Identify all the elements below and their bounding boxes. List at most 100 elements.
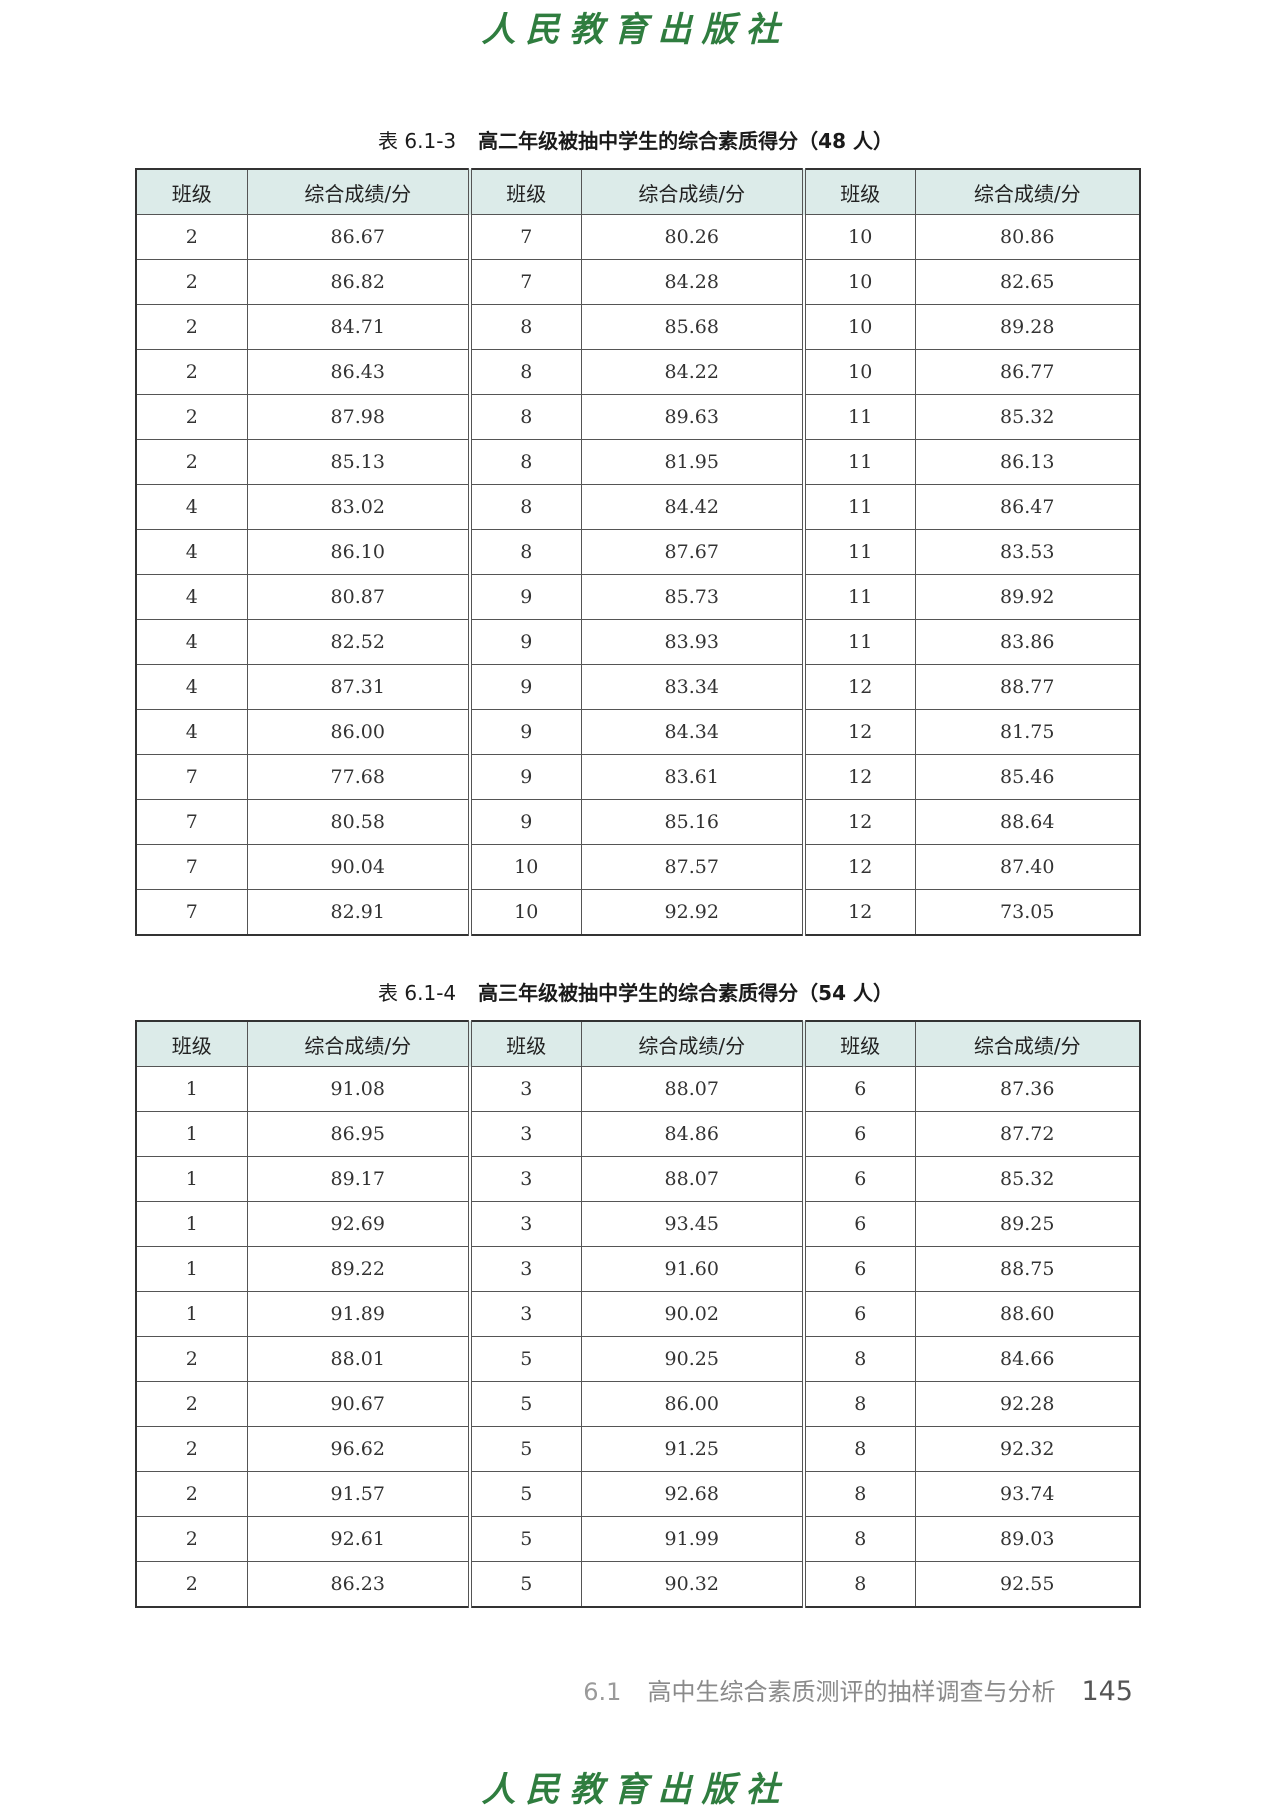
score-cell: 86.00 (581, 1381, 806, 1427)
score-cell: 85.32 (915, 1156, 1141, 1202)
table-row: 1 92.69 3 93.45 6 89.25 (136, 1201, 1141, 1247)
class-cell: 9 (470, 709, 582, 755)
score-cell: 80.58 (247, 799, 472, 845)
table-row: 7 82.91 10 92.92 12 73.05 (136, 889, 1141, 936)
score-cell: 92.28 (915, 1381, 1141, 1427)
class-cell: 8 (804, 1516, 916, 1562)
table2-title: 高三年级被抽中学生的综合素质得分（54 人） (478, 981, 893, 1005)
class-cell: 8 (804, 1381, 916, 1427)
table-row: 7 77.68 9 83.61 12 85.46 (136, 754, 1141, 800)
class-cell: 3 (470, 1111, 582, 1157)
score-cell: 87.72 (915, 1111, 1141, 1157)
table1-header-cell: 综合成绩/分 (915, 169, 1141, 215)
score-cell: 86.00 (247, 709, 472, 755)
score-cell: 83.53 (915, 529, 1141, 575)
table-row: 2 86.43 8 84.22 10 86.77 (136, 349, 1141, 395)
score-cell: 83.61 (581, 754, 806, 800)
page-number: 145 (1081, 1676, 1133, 1707)
score-cell: 91.60 (581, 1246, 806, 1292)
score-cell: 87.40 (915, 844, 1141, 890)
class-cell: 7 (136, 889, 248, 936)
table-row: 4 82.52 9 83.93 11 83.86 (136, 619, 1141, 665)
class-cell: 1 (136, 1201, 248, 1247)
score-cell: 91.99 (581, 1516, 806, 1562)
table-row: 1 89.22 3 91.60 6 88.75 (136, 1246, 1141, 1292)
score-cell: 86.23 (247, 1561, 472, 1608)
class-cell: 11 (804, 394, 916, 440)
table1-caption: 表 6.1-3 高二年级被抽中学生的综合素质得分（48 人） (0, 125, 1271, 154)
score-cell: 91.08 (247, 1066, 472, 1112)
table1-number: 表 6.1-3 (378, 129, 457, 153)
score-cell: 90.04 (247, 844, 472, 890)
score-cell: 89.28 (915, 304, 1141, 350)
class-cell: 6 (804, 1246, 916, 1292)
class-cell: 8 (804, 1336, 916, 1382)
score-cell: 83.34 (581, 664, 806, 710)
class-cell: 7 (470, 259, 582, 305)
class-cell: 5 (470, 1516, 582, 1562)
score-cell: 86.47 (915, 484, 1141, 530)
table-row: 2 85.13 8 81.95 11 86.13 (136, 439, 1141, 485)
publisher-watermark-bottom: 人民教育出版社 (481, 1770, 790, 1810)
table1-header-cell: 综合成绩/分 (247, 169, 472, 215)
class-cell: 6 (804, 1201, 916, 1247)
table2-number: 表 6.1-4 (378, 981, 457, 1005)
class-cell: 8 (470, 439, 582, 485)
score-cell: 87.31 (247, 664, 472, 710)
score-cell: 92.61 (247, 1516, 472, 1562)
class-cell: 2 (136, 1336, 248, 1382)
class-cell: 7 (136, 799, 248, 845)
score-cell: 89.92 (915, 574, 1141, 620)
score-cell: 89.03 (915, 1516, 1141, 1562)
score-cell: 82.65 (915, 259, 1141, 305)
class-cell: 6 (804, 1111, 916, 1157)
score-cell: 85.73 (581, 574, 806, 620)
class-cell: 2 (136, 1426, 248, 1472)
score-cell: 88.75 (915, 1246, 1141, 1292)
class-cell: 5 (470, 1561, 582, 1608)
class-cell: 10 (470, 889, 582, 936)
class-cell: 2 (136, 439, 248, 485)
score-cell: 84.86 (581, 1111, 806, 1157)
class-cell: 2 (136, 259, 248, 305)
class-cell: 2 (136, 1471, 248, 1517)
class-cell: 1 (136, 1111, 248, 1157)
score-cell: 86.82 (247, 259, 472, 305)
score-cell: 87.98 (247, 394, 472, 440)
class-cell: 1 (136, 1066, 248, 1112)
class-cell: 3 (470, 1246, 582, 1292)
score-cell: 77.68 (247, 754, 472, 800)
table-row: 4 80.87 9 85.73 11 89.92 (136, 574, 1141, 620)
class-cell: 1 (136, 1291, 248, 1337)
score-cell: 87.57 (581, 844, 806, 890)
class-cell: 5 (470, 1426, 582, 1472)
table-row: 4 86.10 8 87.67 11 83.53 (136, 529, 1141, 575)
table1-body: 2 86.67 7 80.26 10 80.86 2 86.82 7 84.28 10 82.65 2 8… (136, 214, 1141, 936)
score-cell: 84.28 (581, 259, 806, 305)
table2-header-cell: 综合成绩/分 (247, 1021, 472, 1067)
footer-section-number: 6.1 (583, 1678, 622, 1706)
score-cell: 91.89 (247, 1291, 472, 1337)
score-cell: 83.86 (915, 619, 1141, 665)
table-row: 2 90.67 5 86.00 8 92.28 (136, 1381, 1141, 1427)
score-cell: 86.77 (915, 349, 1141, 395)
class-cell: 2 (136, 1381, 248, 1427)
class-cell: 2 (136, 394, 248, 440)
score-cell: 88.01 (247, 1336, 472, 1382)
class-cell: 12 (804, 754, 916, 800)
class-cell: 7 (136, 754, 248, 800)
score-cell: 87.36 (915, 1066, 1141, 1112)
table1-header-cell: 综合成绩/分 (581, 169, 806, 215)
score-cell: 93.74 (915, 1471, 1141, 1517)
table-row: 1 91.89 3 90.02 6 88.60 (136, 1291, 1141, 1337)
score-cell: 92.92 (581, 889, 806, 936)
score-cell: 85.13 (247, 439, 472, 485)
table-row: 7 80.58 9 85.16 12 88.64 (136, 799, 1141, 845)
class-cell: 11 (804, 439, 916, 485)
score-cell: 86.43 (247, 349, 472, 395)
class-cell: 8 (470, 304, 582, 350)
class-cell: 10 (804, 349, 916, 395)
page-footer: 6.1 高中生综合素质测评的抽样调查与分析 145 (583, 1672, 1133, 1707)
class-cell: 4 (136, 574, 248, 620)
score-cell: 84.66 (915, 1336, 1141, 1382)
